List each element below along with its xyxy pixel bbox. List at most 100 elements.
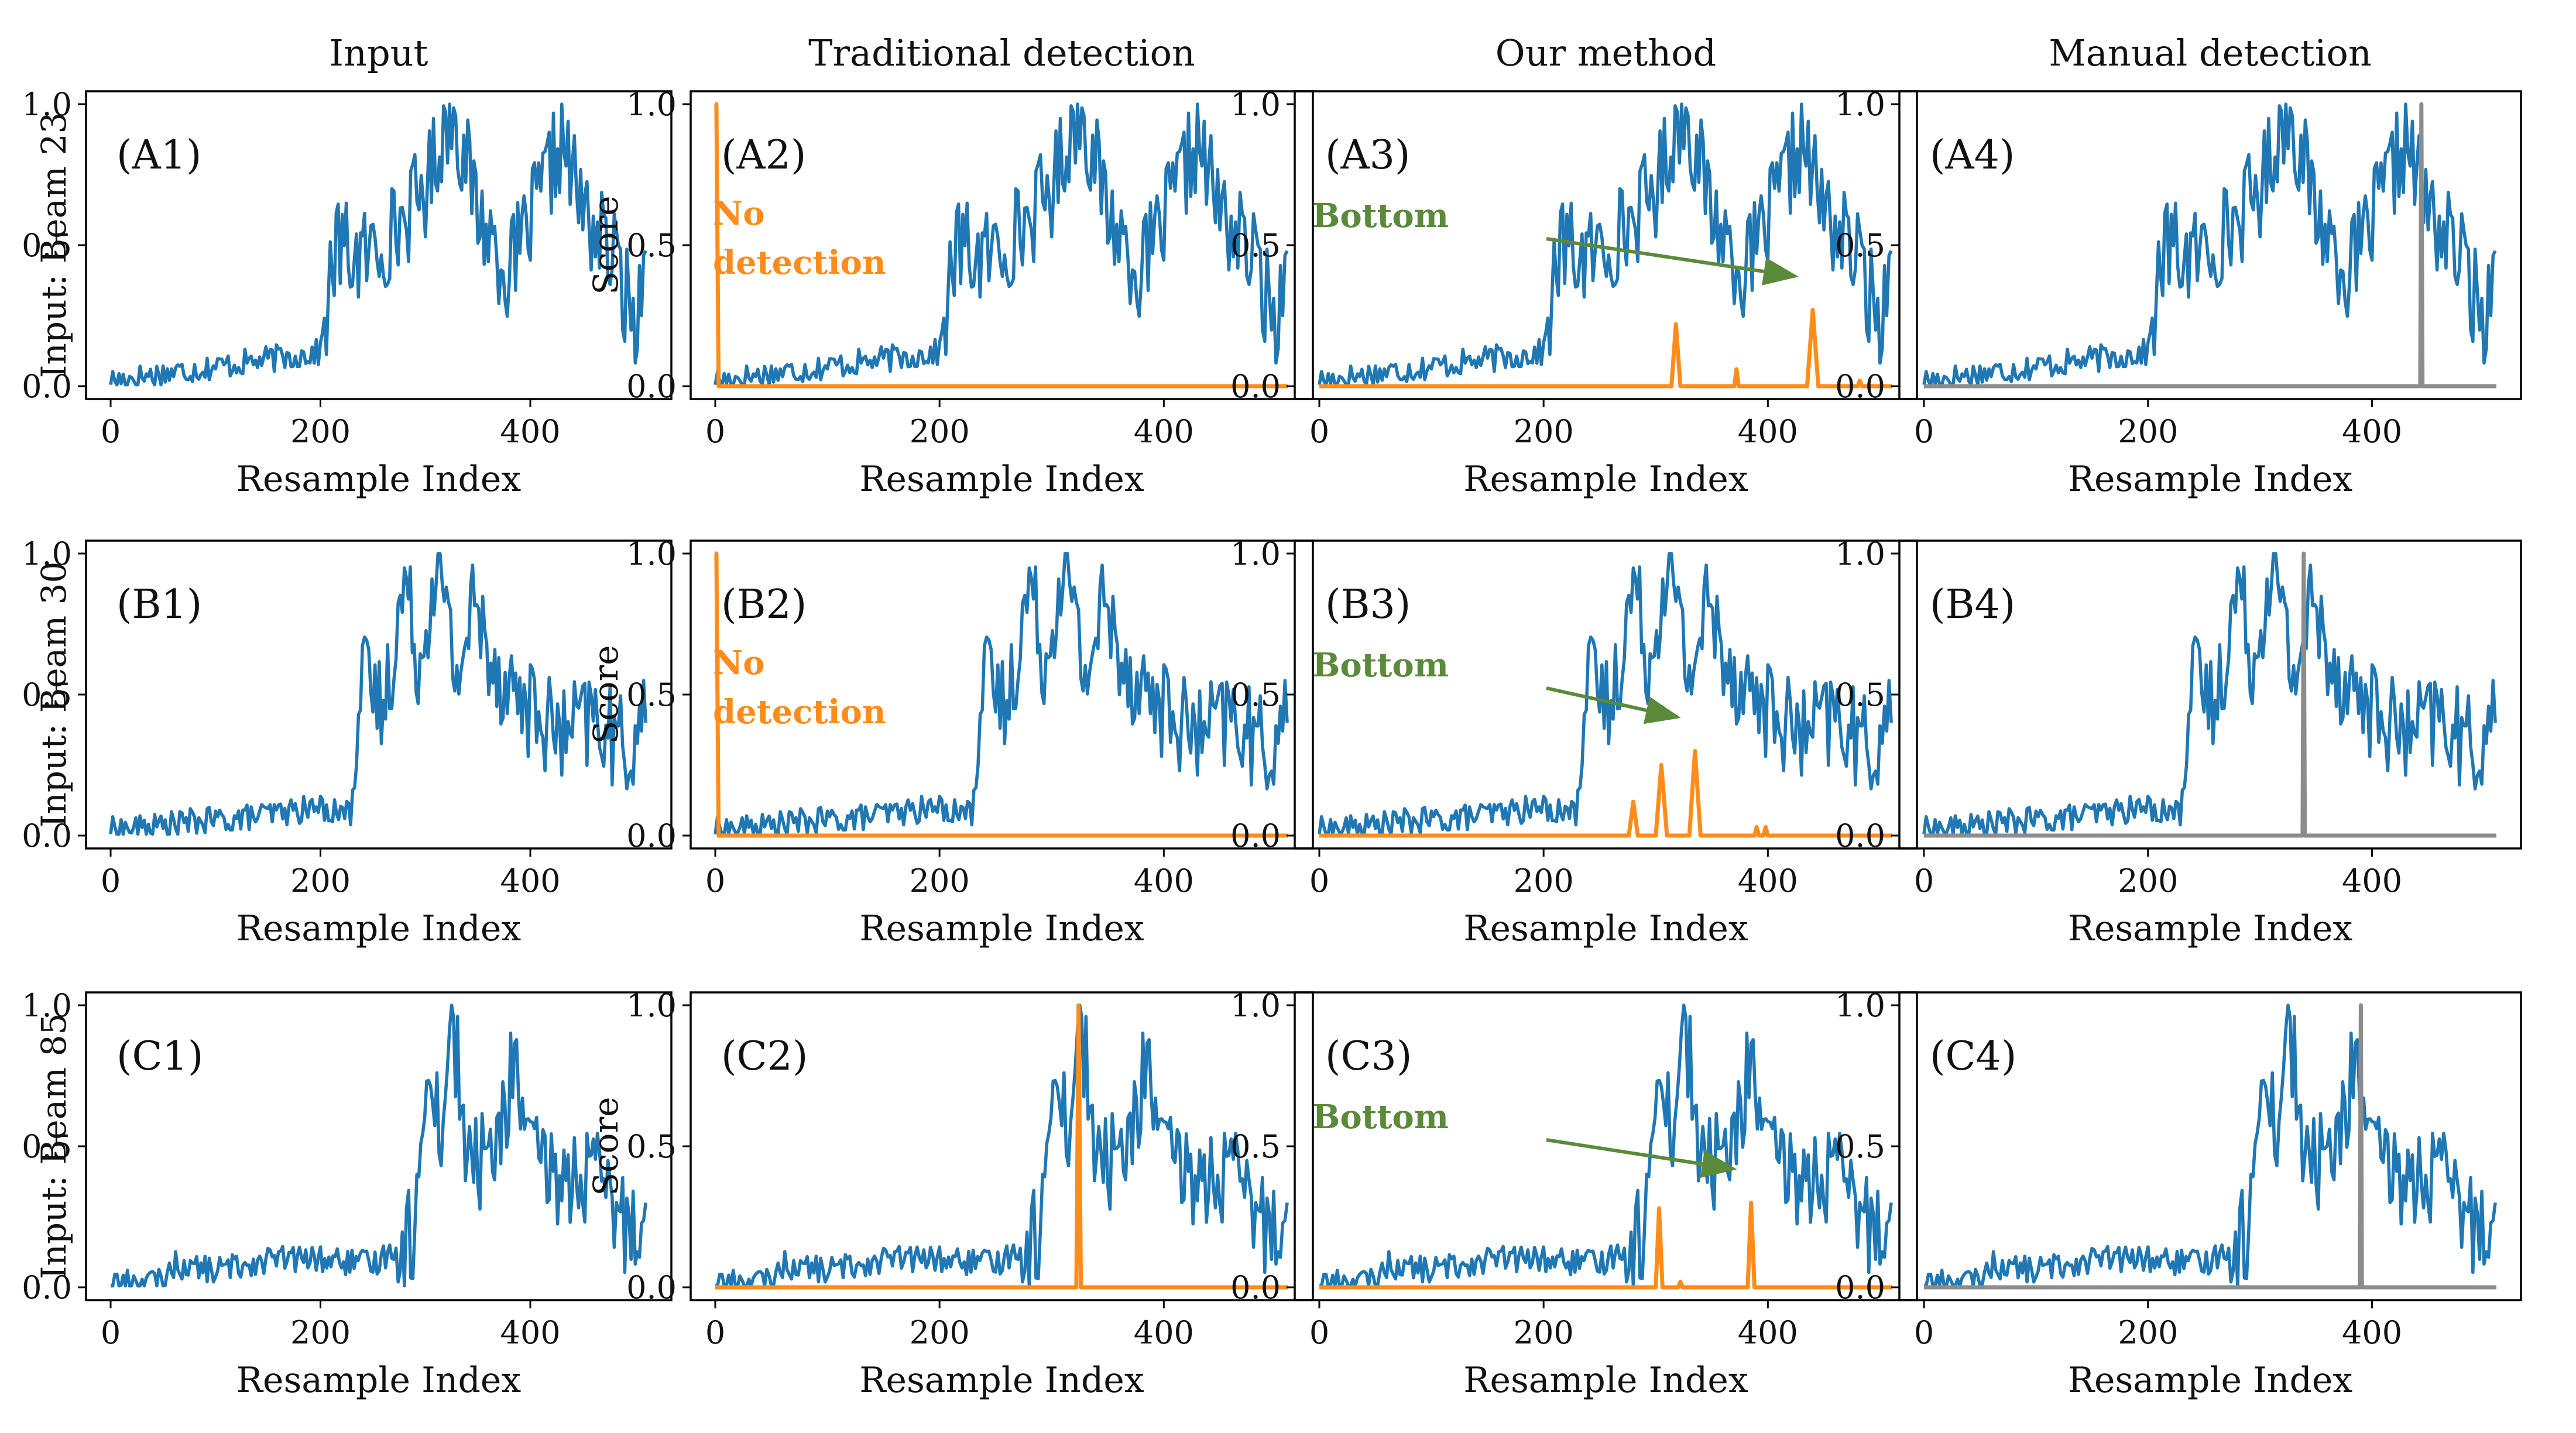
x-tick-label: 200 — [2118, 1314, 2178, 1351]
x-tick-label: 400 — [500, 1314, 560, 1351]
y-axis-label: Score — [586, 645, 626, 744]
x-axis-label: Resample Index — [2068, 908, 2353, 949]
x-tick-label: 200 — [290, 1314, 351, 1351]
detection-series-line — [714, 102, 1288, 389]
x-tick-label: 400 — [500, 413, 560, 450]
x-tick-label: 200 — [2118, 862, 2178, 899]
y-tick-label: 1.0 — [626, 535, 677, 572]
panel: 0 200 400 0.0 0.5 1.0 Resample Index (B4) — [1835, 535, 2522, 949]
y-tick-label: 0.0 — [1835, 1269, 1885, 1306]
y-tick-label: 0.0 — [1835, 368, 1885, 405]
signal-series-line — [1922, 102, 2497, 387]
signal-series-line — [1924, 1004, 2497, 1288]
x-tick-label: 400 — [1134, 1314, 1194, 1351]
signal-series-line — [1319, 1004, 1893, 1288]
y-tick-label: 1.0 — [22, 987, 72, 1024]
x-tick-label: 200 — [1514, 413, 1574, 450]
x-axis-label: Resample Index — [236, 908, 522, 949]
signal-series-line — [1318, 552, 1893, 836]
panel: 0 200 400 0.0 0.5 1.0 Resample Index (A4) — [1835, 86, 2522, 500]
y-tick-label: 0.5 — [626, 676, 677, 713]
x-tick-label: 200 — [1514, 1314, 1574, 1351]
x-tick-label: 0 — [1914, 1314, 1934, 1351]
x-tick-label: 200 — [290, 413, 351, 450]
signal-series-line — [109, 102, 647, 387]
bottom-arrow — [1546, 686, 1681, 724]
x-axis-label: Resample Index — [859, 459, 1144, 500]
signal-series-line — [714, 552, 1289, 836]
y-axis-label: Score — [586, 1097, 626, 1195]
signal-series-line — [715, 1004, 1289, 1288]
signal-series-line — [714, 102, 1289, 387]
panel: 0 200 400 0.0 0.5 1.0 Resample Index Score (B2) N… — [586, 535, 1314, 949]
x-tick-label: 200 — [910, 413, 970, 450]
panel-label: (B1) — [116, 582, 202, 628]
detection-series-line — [1319, 308, 1892, 389]
x-axis-label: Resample Index — [1463, 908, 1748, 949]
x-axis-label: Resample Index — [236, 1360, 522, 1401]
x-tick-label: 0 — [1914, 413, 1934, 450]
panel: 0 200 400 0.0 0.5 1.0 Resample Index (C1) — [22, 987, 673, 1401]
panel-label: (A3) — [1325, 132, 1410, 178]
column-title: Traditional detection — [808, 32, 1195, 74]
x-tick-label: 400 — [2342, 862, 2402, 899]
y-tick-label: 0.5 — [22, 676, 72, 713]
panel-label: (B2) — [721, 582, 807, 628]
y-tick-label: 1.0 — [22, 535, 72, 572]
panel-label: (B3) — [1325, 582, 1411, 628]
detection-series-line — [1319, 748, 1892, 838]
panel-label: (C4) — [1930, 1033, 2016, 1080]
x-tick-label: 400 — [1738, 1314, 1798, 1351]
x-tick-label: 400 — [2342, 413, 2402, 450]
y-tick-label: 1.0 — [1835, 86, 1885, 123]
panel-label: (A1) — [116, 132, 201, 178]
x-axis-label: Resample Index — [859, 1360, 1144, 1401]
panel-label: (C3) — [1325, 1033, 1412, 1080]
y-tick-label: 1.0 — [1835, 987, 1885, 1024]
panel-label: (A2) — [721, 132, 806, 178]
x-axis-label: Resample Index — [2068, 459, 2353, 500]
y-tick-label: 0.0 — [22, 368, 72, 405]
y-tick-label: 0.0 — [1835, 817, 1885, 854]
x-tick-label: 0 — [1309, 862, 1329, 899]
y-tick-label: 1.0 — [626, 86, 677, 123]
signal-series-line — [1318, 102, 1893, 387]
y-tick-label: 1.0 — [1835, 535, 1885, 572]
y-tick-label: 0.5 — [1835, 1128, 1885, 1165]
x-tick-label: 400 — [2342, 1314, 2402, 1351]
x-axis-label: Resample Index — [1463, 1360, 1748, 1401]
manual-series-line — [1924, 551, 2496, 838]
y-tick-label: 1.0 — [626, 987, 677, 1024]
x-tick-label: 200 — [910, 862, 970, 899]
x-tick-label: 0 — [1914, 862, 1934, 899]
panel-label: (C1) — [116, 1033, 203, 1080]
y-tick-label: 0.0 — [626, 817, 677, 854]
x-tick-label: 200 — [2118, 413, 2178, 450]
signal-series-line — [1922, 552, 2497, 836]
panel: 0 200 400 0.0 0.5 1.0 Resample Index (C4) — [1835, 987, 2522, 1401]
signal-series-line — [109, 552, 647, 836]
x-axis-label: Resample Index — [2068, 1360, 2353, 1401]
y-tick-label: 0.5 — [22, 1128, 72, 1165]
panel: 0 200 400 0.0 0.5 1.0 Resample Index (A1) — [22, 86, 673, 500]
y-tick-label: 0.5 — [1835, 227, 1885, 264]
y-tick-label: 0.5 — [626, 1128, 677, 1165]
y-tick-label: 0.5 — [1835, 676, 1885, 713]
x-tick-label: 0 — [1309, 1314, 1329, 1351]
no-detection-annotation: detection — [713, 243, 886, 282]
row-label: Input: Beam 23 — [34, 112, 74, 379]
x-tick-label: 200 — [1514, 862, 1574, 899]
y-tick-label: 0.5 — [1230, 227, 1281, 264]
x-axis-label: Resample Index — [859, 908, 1144, 949]
x-tick-label: 200 — [290, 862, 351, 899]
panel-label: (B4) — [1930, 582, 2015, 628]
y-tick-label: 0.0 — [626, 1269, 677, 1306]
detection-series-line — [714, 551, 1288, 838]
y-tick-label: 1.0 — [22, 86, 72, 123]
y-tick-label: 0.5 — [1230, 676, 1281, 713]
y-tick-label: 0.5 — [1230, 1128, 1281, 1165]
y-tick-label: 0.5 — [626, 227, 677, 264]
x-tick-label: 0 — [101, 1314, 121, 1351]
x-axis-label: Resample Index — [236, 459, 522, 500]
